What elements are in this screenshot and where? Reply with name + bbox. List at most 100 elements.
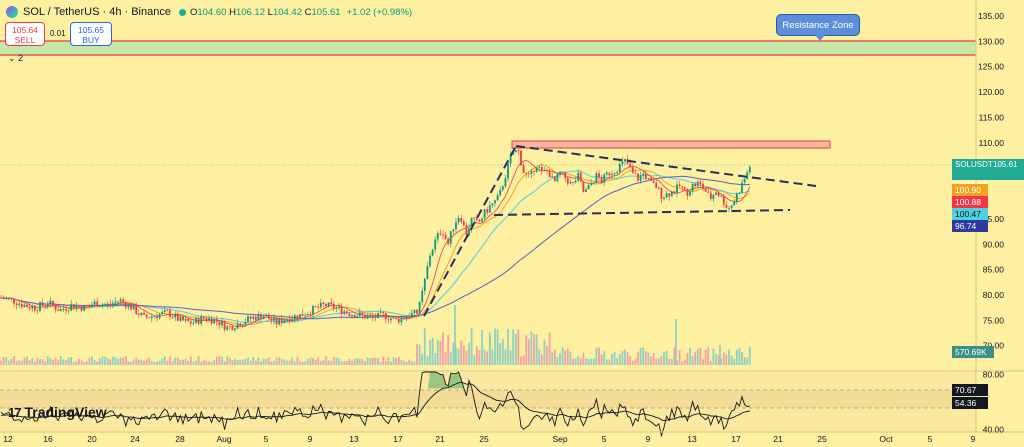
candle-body bbox=[603, 174, 606, 183]
candle-body bbox=[314, 306, 317, 308]
sell-button[interactable]: 105.64 SELL bbox=[5, 22, 45, 46]
volume-bar bbox=[462, 345, 465, 365]
candle-body bbox=[725, 204, 728, 209]
candle-body bbox=[210, 318, 213, 324]
volume-bar bbox=[743, 357, 746, 365]
candle-body bbox=[494, 200, 496, 204]
candle-body bbox=[699, 181, 702, 184]
volume-bar bbox=[639, 348, 642, 365]
candle-body bbox=[345, 311, 348, 314]
resistance-zone-callout[interactable]: Resistance Zone bbox=[776, 14, 860, 41]
candle-body bbox=[637, 173, 639, 181]
candle-body bbox=[642, 173, 645, 176]
volume-spike bbox=[719, 345, 721, 365]
symbol-title[interactable]: SOL / TetherUS · 4h · Binance bbox=[23, 6, 171, 18]
volume-bar bbox=[171, 361, 174, 365]
volume-bar bbox=[296, 356, 299, 365]
candle-body bbox=[88, 305, 91, 307]
candle-body bbox=[218, 321, 221, 326]
candle-body bbox=[23, 304, 26, 307]
tradingview-logo[interactable]: 17 TradingView bbox=[8, 404, 107, 420]
volume-bar bbox=[400, 359, 403, 365]
volume-spike bbox=[454, 305, 456, 365]
volume-bar bbox=[109, 359, 112, 365]
volume-bar bbox=[33, 361, 36, 365]
volume-bar bbox=[195, 360, 197, 365]
candle-body bbox=[499, 189, 502, 196]
candle-body bbox=[590, 183, 593, 185]
candle-body bbox=[369, 315, 372, 317]
volume-bar bbox=[143, 361, 145, 365]
candle-body bbox=[522, 165, 525, 174]
volume-bar bbox=[408, 359, 411, 365]
candle-body bbox=[460, 217, 463, 222]
volume-bar bbox=[210, 361, 213, 365]
volume-bar bbox=[553, 349, 556, 365]
candle-body bbox=[7, 298, 10, 299]
candle-body bbox=[309, 313, 312, 315]
candle-body bbox=[374, 317, 377, 318]
volume-bar bbox=[49, 358, 52, 365]
rsi-overbought-fill bbox=[428, 372, 470, 389]
volume-bar bbox=[85, 361, 88, 365]
volume-bar bbox=[694, 351, 697, 365]
buy-button[interactable]: 105.65 BUY bbox=[70, 22, 112, 46]
price-axis[interactable]: 135.00 130.00 125.00 120.00 115.00 110.00 95.0… bbox=[978, 11, 1004, 434]
candle-body bbox=[174, 313, 177, 318]
spread-value: 0.01 bbox=[50, 29, 66, 38]
volume-bar bbox=[592, 358, 595, 365]
volume-bar bbox=[468, 342, 470, 365]
indicators-toggle[interactable]: ⌄ 2 bbox=[8, 53, 23, 64]
volume-bar bbox=[122, 357, 125, 365]
candle-body bbox=[439, 233, 442, 235]
volume-bar bbox=[215, 356, 218, 365]
volume-bar bbox=[119, 357, 122, 365]
candle-body bbox=[618, 164, 621, 173]
volume-bar bbox=[278, 357, 281, 365]
volume-bar bbox=[345, 361, 348, 365]
candle-body bbox=[624, 159, 626, 162]
volume-bar bbox=[59, 356, 62, 365]
volume-bar bbox=[605, 359, 608, 365]
volume-bar bbox=[280, 358, 283, 365]
volume-bar bbox=[239, 360, 242, 365]
volume-bar bbox=[741, 351, 743, 365]
time-axis[interactable]: 12 16 20 24 28 Aug 5 9 13 17 21 25 Sep 5 9 13 17 21 25 Oct 5… bbox=[3, 434, 975, 444]
candle-body bbox=[577, 172, 580, 181]
time-label: 24 bbox=[130, 434, 140, 444]
volume-bar bbox=[618, 354, 621, 365]
time-label: 21 bbox=[435, 434, 445, 444]
volume-bar bbox=[348, 359, 351, 365]
candle-body bbox=[655, 182, 658, 188]
time-label: 17 bbox=[393, 434, 403, 444]
volume-bar bbox=[678, 350, 681, 365]
candle-body bbox=[442, 234, 444, 236]
volume-bar bbox=[585, 358, 587, 365]
candle-body bbox=[301, 314, 304, 316]
open-label: O bbox=[189, 6, 198, 18]
candle-body bbox=[501, 186, 504, 190]
volume-bar bbox=[657, 358, 660, 365]
candle-body bbox=[319, 302, 322, 308]
volume-bar bbox=[379, 361, 382, 365]
rsi-line bbox=[0, 371, 750, 438]
volume-bar bbox=[309, 357, 312, 365]
volume-bar bbox=[449, 351, 452, 365]
candle-body bbox=[392, 317, 395, 319]
volume-bar bbox=[57, 359, 60, 365]
candle-body bbox=[234, 328, 236, 331]
candle-body bbox=[122, 299, 125, 303]
volume-bar bbox=[707, 347, 710, 365]
sell-price: 105.64 bbox=[12, 25, 38, 35]
candle-body bbox=[33, 306, 36, 311]
volume-bar bbox=[670, 358, 673, 365]
candle-body bbox=[694, 184, 697, 187]
volume-bar bbox=[283, 359, 286, 365]
candle-body bbox=[717, 192, 720, 197]
volume-bar bbox=[634, 359, 637, 365]
candle-body bbox=[145, 314, 148, 318]
volume-bar bbox=[728, 349, 730, 365]
ma-fast-tag: 100.90 bbox=[952, 184, 988, 196]
volume-bar bbox=[616, 358, 619, 365]
